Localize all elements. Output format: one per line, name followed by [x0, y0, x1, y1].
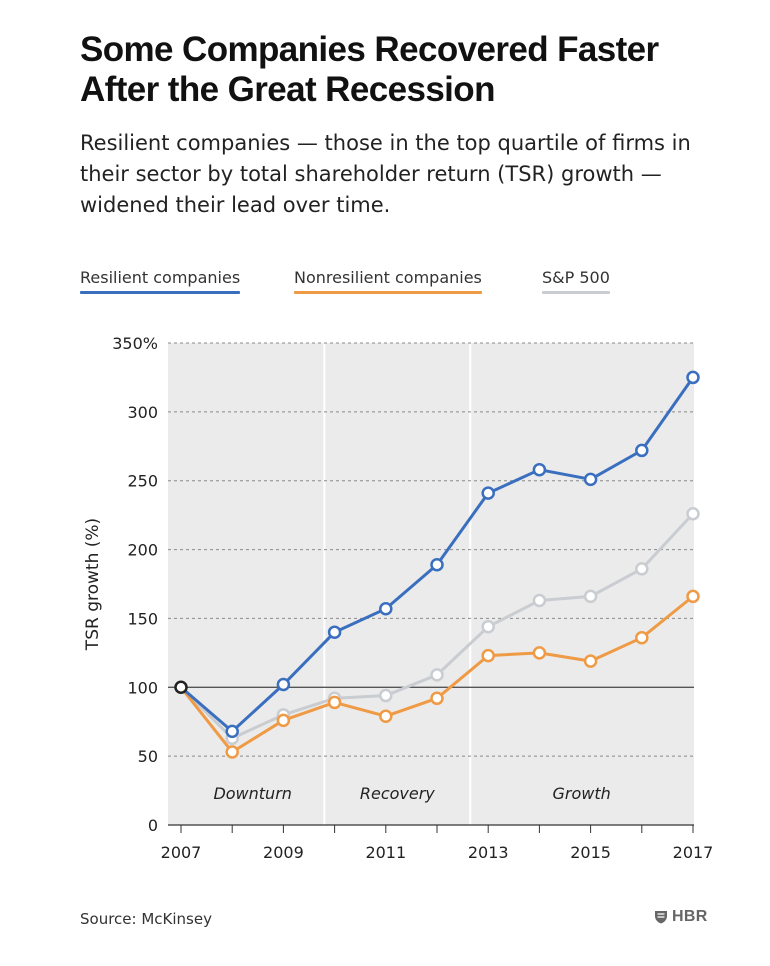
y-tick-label: 0	[148, 816, 158, 835]
line-chart: 2007 2009 2011 2013 2015 2017 0 50 100 150 200 250 3…	[83, 334, 714, 862]
shield-icon	[655, 911, 667, 924]
y-tick-label: 100	[127, 678, 158, 697]
legend-swatch-nonresilient	[294, 291, 482, 294]
hbr-logo: HBR	[654, 908, 708, 926]
chart-subtitle: Resilient companies — those in the top q…	[80, 131, 691, 217]
data-point-resilient-companies	[532, 462, 547, 477]
x-tick-label: 2009	[263, 843, 304, 862]
data-point-nonresilient-companies	[686, 589, 700, 604]
data-point-nonresilient-companies	[430, 691, 444, 706]
logo-text: HBR	[672, 908, 708, 925]
y-tick-label: 200	[127, 541, 158, 560]
data-point-s-p-500	[532, 593, 547, 608]
data-point-s-p-500	[635, 562, 649, 576]
x-tick-label: 2013	[468, 843, 509, 862]
phase-label-recovery: Recovery	[360, 784, 435, 803]
plot-background	[168, 343, 694, 825]
x-tick-label: 2011	[365, 843, 406, 862]
y-axis-label: TSR growth (%)	[83, 518, 103, 651]
data-point-nonresilient-companies	[481, 648, 495, 663]
data-point-nonresilient-companies	[635, 630, 649, 645]
data-point-resilient-companies	[327, 625, 342, 639]
legend-swatch-sp500	[542, 291, 610, 294]
legend-item-sp500: S&P 500	[542, 268, 610, 294]
y-tick-label: 300	[127, 403, 158, 422]
data-point-nonresilient-companies	[532, 646, 547, 660]
legend-label-sp500: S&P 500	[542, 268, 610, 287]
legend-label-nonresilient: Nonresilient companies	[294, 268, 482, 287]
data-point-nonresilient-companies	[379, 709, 393, 723]
legend-item-resilient: Resilient companies	[80, 268, 241, 294]
y-tick-label: 150	[127, 609, 158, 628]
data-point-resilient-companies	[635, 443, 649, 458]
data-point-s-p-500	[430, 668, 444, 682]
y-tick-label: 50	[138, 747, 158, 766]
phase-label-growth: Growth	[553, 784, 611, 803]
data-point-s-p-500	[481, 619, 495, 634]
legend-swatch-resilient	[80, 291, 241, 294]
data-point-s-p-500	[686, 507, 700, 521]
legend-label-resilient: Resilient companies	[80, 268, 241, 287]
chart-title: Some Companies Recovered Faster After th…	[80, 30, 659, 109]
data-point-resilient-companies	[225, 724, 239, 739]
source-note: Source: McKinsey	[80, 910, 212, 928]
data-point-resilient-companies	[379, 602, 393, 616]
x-tick-label: 2017	[673, 843, 714, 862]
data-point-nonresilient-companies	[327, 695, 342, 710]
data-point-nonresilient-companies	[583, 654, 598, 668]
data-point-resilient-companies	[430, 557, 444, 572]
x-tick-label: 2015	[570, 843, 611, 862]
data-point-nonresilient-companies	[225, 745, 239, 759]
data-point-s-p-500	[379, 688, 393, 703]
data-point-resilient-companies	[481, 486, 495, 500]
x-tick-label: 2007	[161, 843, 202, 862]
legend-item-nonresilient: Nonresilient companies	[294, 268, 482, 294]
data-point-resilient-companies	[583, 472, 598, 487]
data-point-s-p-500	[583, 589, 598, 604]
data-point-resilient-companies	[686, 370, 700, 385]
y-tick-label: 350%	[112, 334, 158, 353]
start-point	[174, 680, 188, 695]
data-point-nonresilient-companies	[276, 713, 291, 728]
phase-label-downturn: Downturn	[213, 784, 291, 803]
y-tick-label: 250	[127, 472, 158, 491]
data-point-resilient-companies	[276, 677, 291, 692]
